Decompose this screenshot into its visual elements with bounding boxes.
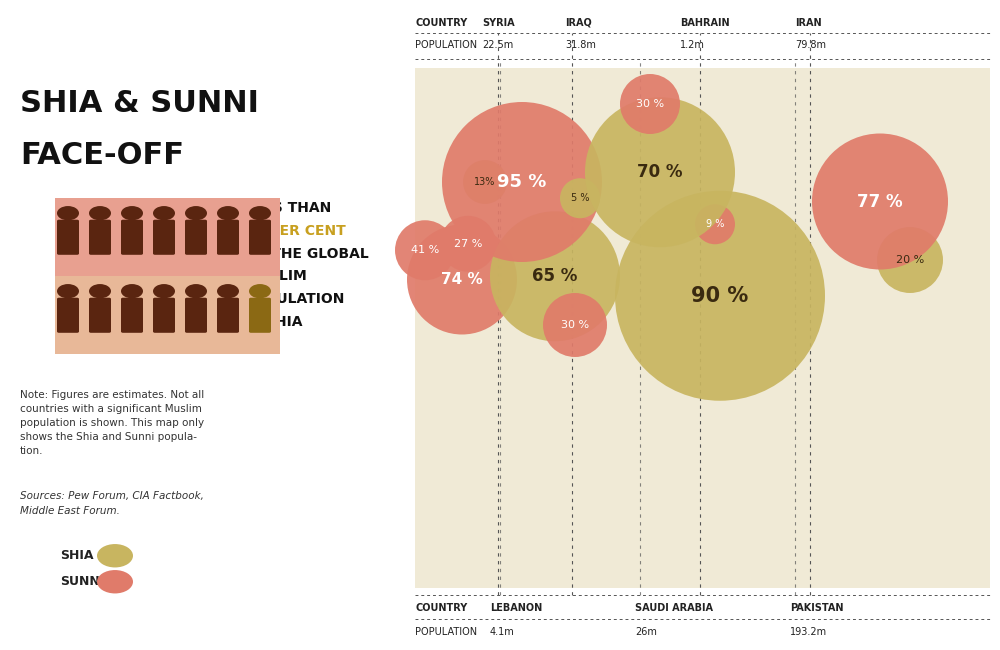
FancyBboxPatch shape bbox=[89, 220, 111, 255]
Text: IS SHIA: IS SHIA bbox=[245, 315, 302, 329]
Ellipse shape bbox=[440, 216, 496, 272]
Text: POPULATION: POPULATION bbox=[245, 292, 345, 306]
Circle shape bbox=[185, 284, 207, 298]
FancyBboxPatch shape bbox=[121, 220, 143, 255]
Text: SHIA: SHIA bbox=[60, 549, 94, 562]
FancyBboxPatch shape bbox=[121, 298, 143, 333]
Circle shape bbox=[97, 570, 133, 593]
Text: 30 %: 30 % bbox=[561, 320, 589, 330]
FancyBboxPatch shape bbox=[89, 298, 111, 333]
FancyBboxPatch shape bbox=[55, 198, 280, 276]
Text: 4.1m: 4.1m bbox=[490, 627, 515, 637]
Ellipse shape bbox=[543, 293, 607, 357]
FancyBboxPatch shape bbox=[153, 298, 175, 333]
Text: 41 %: 41 % bbox=[411, 245, 439, 255]
Text: POPULATION: POPULATION bbox=[415, 627, 477, 637]
Text: SHIA & SUNNI: SHIA & SUNNI bbox=[20, 90, 259, 118]
Circle shape bbox=[121, 206, 143, 220]
FancyBboxPatch shape bbox=[249, 220, 271, 255]
Text: 65 %: 65 % bbox=[532, 267, 578, 285]
Text: COUNTRY: COUNTRY bbox=[415, 603, 467, 613]
Ellipse shape bbox=[442, 102, 602, 262]
FancyBboxPatch shape bbox=[415, 6, 990, 68]
Text: 26m: 26m bbox=[635, 627, 657, 637]
Text: 1.2m: 1.2m bbox=[680, 40, 705, 51]
Text: 79.8m: 79.8m bbox=[795, 40, 826, 51]
Text: 31.8m: 31.8m bbox=[565, 40, 596, 51]
Ellipse shape bbox=[560, 178, 600, 218]
Circle shape bbox=[185, 206, 207, 220]
Circle shape bbox=[57, 206, 79, 220]
Text: 77 %: 77 % bbox=[857, 192, 903, 211]
Text: 74 %: 74 % bbox=[441, 272, 483, 287]
Text: IRAQ: IRAQ bbox=[565, 18, 592, 28]
Text: COUNTRY: COUNTRY bbox=[415, 18, 467, 28]
Ellipse shape bbox=[463, 160, 507, 204]
Ellipse shape bbox=[395, 220, 455, 280]
Text: 9 %: 9 % bbox=[706, 219, 724, 229]
FancyBboxPatch shape bbox=[217, 220, 239, 255]
Circle shape bbox=[97, 544, 133, 567]
Text: SAUDI ARABIA: SAUDI ARABIA bbox=[635, 603, 713, 613]
FancyBboxPatch shape bbox=[185, 220, 207, 255]
FancyBboxPatch shape bbox=[415, 588, 990, 650]
Text: LESS THAN: LESS THAN bbox=[245, 201, 331, 215]
Text: Note: Figures are estimates. Not all
countries with a significant Muslim
populat: Note: Figures are estimates. Not all cou… bbox=[20, 390, 204, 456]
Circle shape bbox=[121, 284, 143, 298]
Circle shape bbox=[249, 284, 271, 298]
Text: OF THE GLOBAL: OF THE GLOBAL bbox=[245, 246, 369, 261]
FancyBboxPatch shape bbox=[55, 276, 280, 354]
Circle shape bbox=[249, 206, 271, 220]
Ellipse shape bbox=[812, 133, 948, 270]
Text: Sources: Pew Forum, CIA Factbook,
Middle East Forum.: Sources: Pew Forum, CIA Factbook, Middle… bbox=[20, 491, 204, 515]
FancyBboxPatch shape bbox=[217, 298, 239, 333]
Text: SYRIA: SYRIA bbox=[482, 18, 515, 28]
Ellipse shape bbox=[620, 74, 680, 134]
Circle shape bbox=[89, 206, 111, 220]
Text: FACE-OFF: FACE-OFF bbox=[20, 142, 184, 170]
Text: SUNNI: SUNNI bbox=[60, 575, 104, 588]
Circle shape bbox=[57, 284, 79, 298]
FancyBboxPatch shape bbox=[415, 52, 990, 595]
Text: PAKISTAN: PAKISTAN bbox=[790, 603, 844, 613]
Ellipse shape bbox=[490, 211, 620, 341]
Ellipse shape bbox=[615, 190, 825, 401]
Text: 193.2m: 193.2m bbox=[790, 627, 827, 637]
FancyBboxPatch shape bbox=[57, 220, 79, 255]
Text: BAHRAIN: BAHRAIN bbox=[680, 18, 730, 28]
FancyBboxPatch shape bbox=[185, 298, 207, 333]
FancyBboxPatch shape bbox=[249, 298, 271, 333]
Text: LEBANON: LEBANON bbox=[490, 603, 542, 613]
Text: IRAN: IRAN bbox=[795, 18, 822, 28]
Ellipse shape bbox=[585, 98, 735, 247]
Ellipse shape bbox=[877, 227, 943, 293]
FancyBboxPatch shape bbox=[153, 220, 175, 255]
Text: 5 %: 5 % bbox=[571, 193, 589, 203]
Circle shape bbox=[217, 284, 239, 298]
Circle shape bbox=[217, 206, 239, 220]
Text: 30 %: 30 % bbox=[636, 99, 664, 109]
Text: 95 %: 95 % bbox=[497, 173, 547, 191]
Ellipse shape bbox=[695, 204, 735, 244]
Text: POPULATION: POPULATION bbox=[415, 40, 477, 51]
Circle shape bbox=[89, 284, 111, 298]
Text: 70 %: 70 % bbox=[637, 163, 683, 181]
Text: 90 %: 90 % bbox=[691, 286, 749, 306]
Text: MUSLIM: MUSLIM bbox=[245, 269, 308, 283]
FancyBboxPatch shape bbox=[57, 298, 79, 333]
Text: 27 %: 27 % bbox=[454, 239, 482, 249]
Circle shape bbox=[153, 206, 175, 220]
Text: 15 PER CENT: 15 PER CENT bbox=[245, 224, 346, 238]
Circle shape bbox=[153, 284, 175, 298]
Text: 20 %: 20 % bbox=[896, 255, 924, 265]
Text: 22.5m: 22.5m bbox=[482, 40, 513, 51]
Text: 13%: 13% bbox=[474, 177, 496, 187]
Ellipse shape bbox=[407, 224, 517, 335]
